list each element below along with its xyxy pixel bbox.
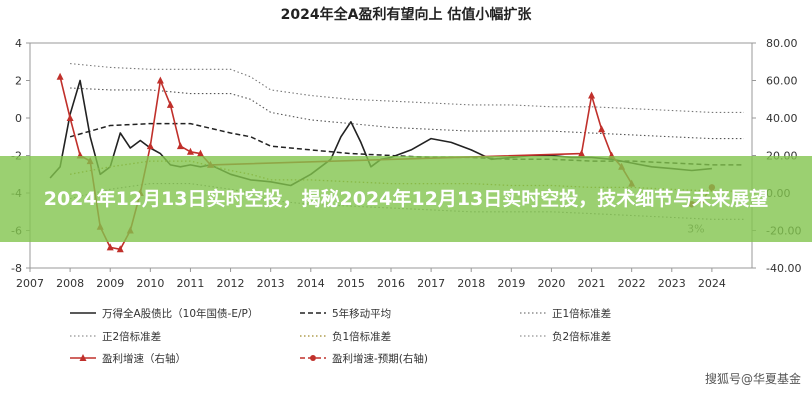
x-tick-label: 2009 (96, 277, 124, 290)
x-tick-label: 2015 (337, 277, 365, 290)
legend-label: 负2倍标准差 (552, 330, 611, 343)
growth-point (146, 142, 154, 150)
growth-point (186, 147, 194, 155)
growth-point (66, 114, 74, 121)
headline-banner: 2024年12月13日实时空投，揭秘2024年12月13日实时空投，技术细节与未… (0, 156, 812, 242)
x-tick-label: 2023 (658, 277, 686, 290)
left-tick-label: 0 (15, 112, 22, 125)
x-tick-label: 2013 (257, 277, 285, 290)
legend-label: 5年移动平均 (332, 307, 391, 320)
series-line-plus1 (70, 87, 744, 140)
legend-label: 盈利增速（右轴） (102, 352, 186, 365)
right-tick-label: 80.00 (766, 37, 798, 50)
legend-marker (310, 355, 316, 361)
x-tick-label: 2020 (537, 277, 565, 290)
x-tick-label: 2019 (497, 277, 525, 290)
x-tick-label: 2007 (16, 277, 44, 290)
legend-label: 负1倍标准差 (332, 330, 391, 343)
x-tick-label: 2016 (377, 277, 405, 290)
x-tick-label: 2012 (217, 277, 245, 290)
x-tick-label: 2011 (176, 277, 204, 290)
x-tick-label: 2022 (618, 277, 646, 290)
series-line-ma5 (69, 122, 744, 166)
headline-text: 2024年12月13日实时空投，揭秘2024年12月13日实时空投，技术细节与未… (43, 188, 769, 210)
right-tick-label: -40.00 (766, 262, 801, 275)
left-tick-label: 4 (15, 37, 22, 50)
growth-point (598, 125, 606, 133)
growth-point (588, 91, 596, 99)
legend-label: 正1倍标准差 (552, 307, 611, 320)
right-tick-label: 40.00 (766, 112, 798, 125)
left-tick-label: 2 (15, 75, 22, 88)
growth-point (578, 149, 586, 157)
legend-marker (79, 354, 87, 361)
legend-label: 盈利增速-预期(右轴) (332, 352, 428, 365)
right-tick-label: 60.00 (766, 75, 798, 88)
x-tick-label: 2017 (417, 277, 445, 290)
growth-point (106, 243, 114, 251)
x-tick-label: 2024 (698, 277, 726, 290)
x-tick-label: 2008 (56, 277, 84, 290)
x-tick-label: 2014 (297, 277, 325, 290)
growth-point (196, 149, 204, 157)
x-tick-label: 2021 (578, 277, 606, 290)
chart-title: 2024年全A盈利有望向上 估值小幅扩张 (281, 6, 533, 23)
growth-point (116, 245, 124, 253)
legend-label: 正2倍标准差 (102, 330, 161, 343)
legend-label: 万得全A股债比（10年国债-E/P） (102, 307, 258, 320)
growth-point (166, 100, 174, 108)
growth-point (176, 142, 184, 150)
series-line-plus2 (70, 63, 744, 113)
growth-point (156, 76, 164, 84)
left-tick-label: -8 (11, 262, 22, 275)
x-tick-label: 2018 (457, 277, 485, 290)
x-tick-label: 2010 (136, 277, 164, 290)
growth-point (56, 72, 64, 80)
source-watermark: 搜狐号@华夏基金 (701, 369, 804, 388)
